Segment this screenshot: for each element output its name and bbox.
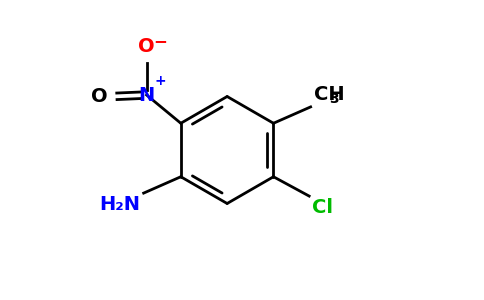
Text: O: O bbox=[91, 87, 108, 106]
Text: N: N bbox=[138, 85, 155, 104]
Text: 3: 3 bbox=[329, 92, 339, 106]
Text: O: O bbox=[138, 38, 155, 56]
Text: +: + bbox=[155, 74, 166, 88]
Text: Cl: Cl bbox=[312, 198, 333, 218]
Text: −: − bbox=[153, 32, 167, 50]
Text: H₂N: H₂N bbox=[99, 196, 140, 214]
Text: CH: CH bbox=[314, 85, 344, 104]
